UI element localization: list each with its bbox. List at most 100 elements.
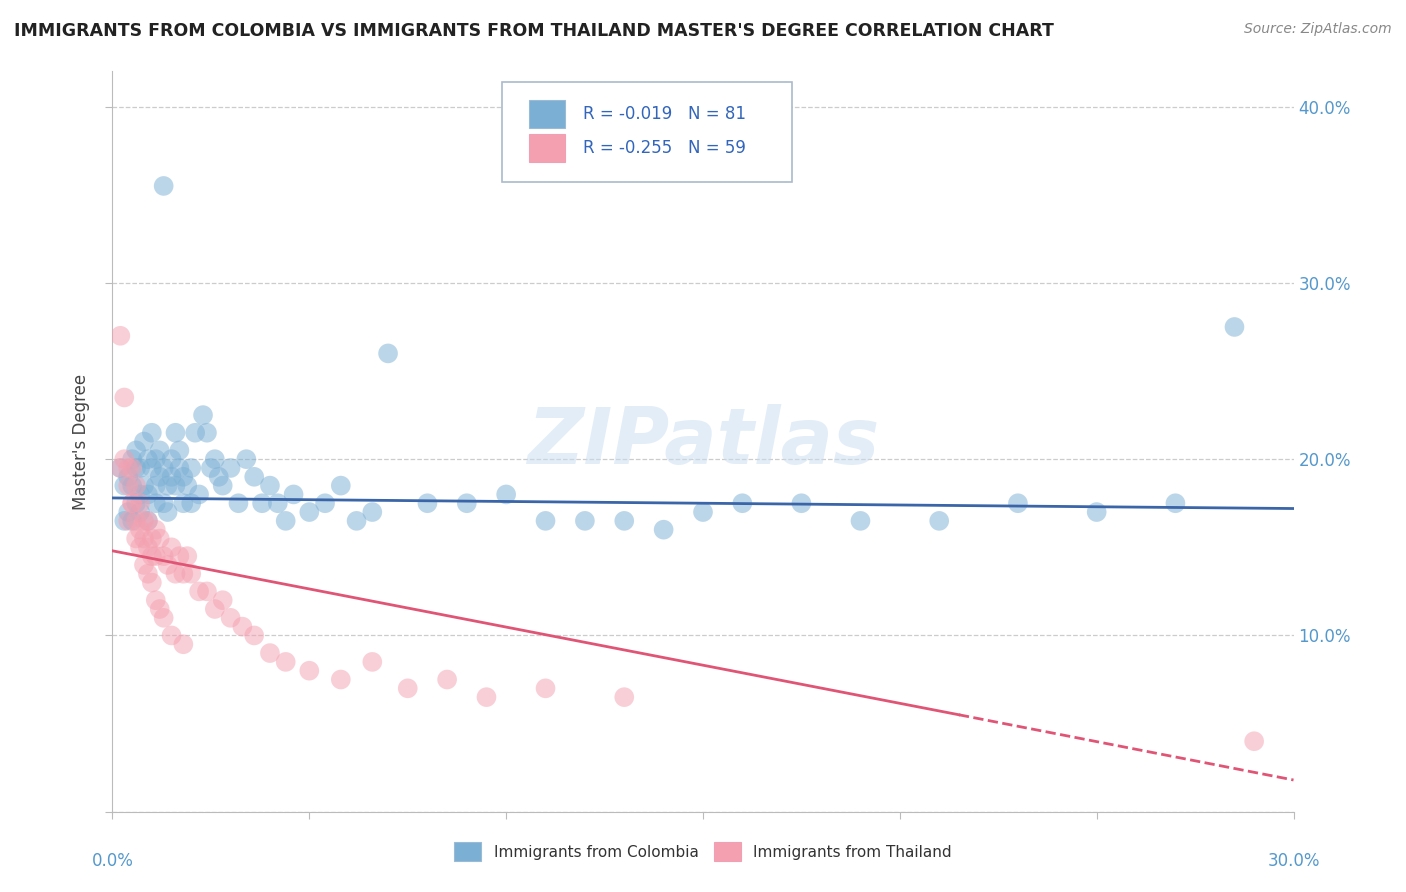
Point	[121, 461, 143, 475]
Point	[160, 628, 183, 642]
Text: IMMIGRANTS FROM COLOMBIA VS IMMIGRANTS FROM THAILAND MASTER'S DEGREE CORRELATION: IMMIGRANTS FROM COLOMBIA VS IMMIGRANTS F…	[14, 22, 1054, 40]
Point	[160, 452, 183, 467]
Point	[125, 496, 148, 510]
Point	[377, 346, 399, 360]
Point	[267, 496, 290, 510]
Point	[172, 566, 194, 581]
Point	[1085, 505, 1108, 519]
Point	[149, 443, 172, 458]
Point	[125, 478, 148, 492]
Point	[160, 470, 183, 484]
Point	[298, 505, 321, 519]
Point	[211, 478, 233, 492]
Point	[495, 487, 517, 501]
Point	[125, 443, 148, 458]
Point	[250, 496, 273, 510]
Point	[149, 602, 172, 616]
Point	[475, 690, 498, 705]
Point	[132, 478, 155, 492]
Point	[436, 673, 458, 687]
Point	[346, 514, 368, 528]
Point	[145, 478, 167, 492]
Point	[117, 478, 139, 492]
Text: 0.0%: 0.0%	[91, 853, 134, 871]
Point	[274, 655, 297, 669]
Point	[129, 505, 152, 519]
Point	[191, 408, 214, 422]
Point	[534, 681, 557, 696]
Point	[259, 478, 281, 492]
Point	[692, 505, 714, 519]
Point	[121, 452, 143, 467]
Point	[132, 532, 155, 546]
Legend: Immigrants from Colombia, Immigrants from Thailand: Immigrants from Colombia, Immigrants fro…	[447, 836, 959, 867]
Point	[176, 549, 198, 563]
Point	[110, 461, 132, 475]
Point	[156, 478, 179, 492]
Point	[298, 664, 321, 678]
Point	[156, 505, 179, 519]
Point	[156, 558, 179, 572]
Point	[195, 425, 218, 440]
Point	[613, 690, 636, 705]
Point	[145, 593, 167, 607]
Bar	[530, 135, 565, 162]
Point	[136, 566, 159, 581]
Point	[136, 541, 159, 555]
Point	[188, 584, 211, 599]
Point	[172, 496, 194, 510]
Point	[259, 646, 281, 660]
Point	[180, 496, 202, 510]
Point	[243, 628, 266, 642]
Point	[125, 532, 148, 546]
Point	[1243, 734, 1265, 748]
Point	[149, 532, 172, 546]
Point	[169, 443, 191, 458]
Point	[219, 461, 242, 475]
Point	[121, 514, 143, 528]
Point	[849, 514, 872, 528]
Point	[228, 496, 250, 510]
Point	[283, 487, 305, 501]
Point	[129, 496, 152, 510]
Point	[141, 532, 163, 546]
Point	[1164, 496, 1187, 510]
Point	[180, 566, 202, 581]
Text: R = -0.255   N = 59: R = -0.255 N = 59	[582, 139, 745, 157]
Point	[1223, 320, 1246, 334]
Point	[416, 496, 439, 510]
Point	[149, 470, 172, 484]
Point	[574, 514, 596, 528]
FancyBboxPatch shape	[502, 82, 792, 183]
Point	[361, 505, 384, 519]
Point	[129, 461, 152, 475]
Point	[117, 470, 139, 484]
Point	[160, 541, 183, 555]
Point	[208, 470, 231, 484]
Point	[790, 496, 813, 510]
Point	[172, 637, 194, 651]
Point	[329, 478, 352, 492]
Point	[231, 619, 253, 633]
Point	[117, 514, 139, 528]
Point	[204, 452, 226, 467]
Point	[184, 425, 207, 440]
Point	[219, 611, 242, 625]
Point	[731, 496, 754, 510]
Point	[121, 496, 143, 510]
Point	[112, 478, 135, 492]
Point	[132, 558, 155, 572]
Text: ZIPatlas: ZIPatlas	[527, 403, 879, 480]
Point	[329, 673, 352, 687]
Point	[1007, 496, 1029, 510]
Point	[112, 391, 135, 405]
Point	[314, 496, 336, 510]
Point	[129, 541, 152, 555]
Point	[152, 611, 174, 625]
Y-axis label: Master's Degree: Master's Degree	[72, 374, 90, 509]
Point	[169, 461, 191, 475]
Point	[928, 514, 950, 528]
Point	[361, 655, 384, 669]
Point	[145, 452, 167, 467]
Point	[145, 549, 167, 563]
